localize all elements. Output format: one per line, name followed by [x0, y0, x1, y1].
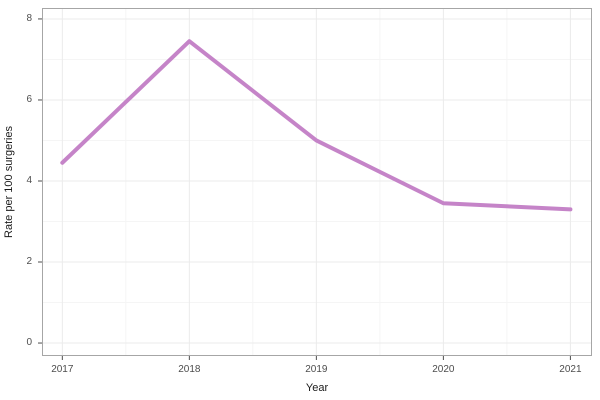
x-tick-label: 2019 [305, 364, 328, 375]
x-tick-label: 2021 [559, 364, 582, 375]
y-tick-label: 2 [26, 256, 32, 267]
x-tick-label: 2018 [178, 364, 201, 375]
y-tick-label: 4 [26, 174, 32, 186]
y-tick-label: 8 [26, 12, 32, 24]
panel-background [42, 8, 592, 356]
x-tick-label: 2020 [432, 364, 455, 375]
y-tick-label: 6 [26, 93, 32, 105]
y-tick-label: 0 [26, 337, 32, 349]
x-tick-label: 2017 [51, 364, 74, 375]
x-axis-title: Year [305, 382, 329, 394]
data-series-line [60, 39, 573, 212]
panel-border [42, 8, 592, 356]
